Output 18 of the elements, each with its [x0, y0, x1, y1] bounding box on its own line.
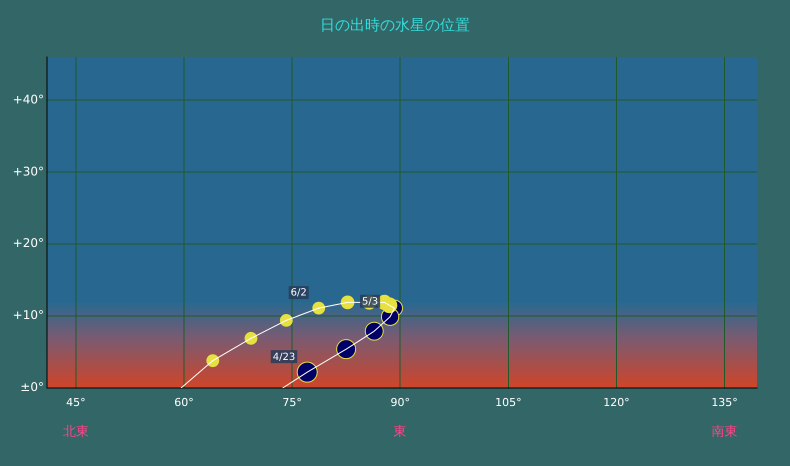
chart-title: 日の出時の水星の位置 [320, 16, 470, 34]
y-tick-label: +10° [12, 308, 44, 322]
x-tick-label: 120° [603, 396, 630, 409]
text: 南東 [712, 424, 738, 440]
x-tick-label: 90° [390, 396, 410, 409]
x-tick-label: 45° [66, 396, 86, 409]
x-tick-label: 135° [711, 396, 738, 409]
x-tick-label: 75° [282, 396, 302, 409]
y-tick-label: +40° [12, 92, 44, 106]
annotation: 6/2 [290, 288, 307, 299]
y-tick-label: +30° [12, 164, 44, 178]
y-tick-label: ±0° [20, 380, 44, 394]
x-tick-label: 105° [495, 396, 522, 409]
x-tick-label: 60° [174, 396, 194, 409]
text: 北東 [62, 424, 89, 440]
text: 東 [394, 424, 407, 440]
annotation: 4/23 [272, 352, 296, 363]
y-tick-label: +20° [12, 236, 44, 250]
